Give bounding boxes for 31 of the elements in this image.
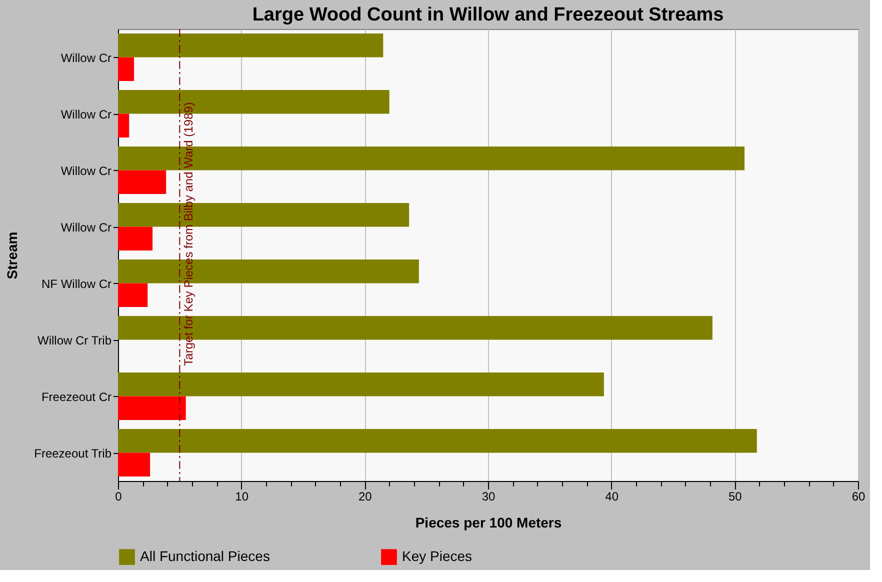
chart-title: Large Wood Count in Willow and Freezeout Streams — [252, 4, 724, 26]
y-tick-label: Freezeout Trib — [34, 446, 112, 460]
bar — [118, 429, 757, 453]
ref-line-label: Target for Key Pieces from Bilby and Ward (1989) — [182, 102, 196, 366]
x-tick-label: 50 — [728, 490, 742, 504]
bar — [118, 226, 153, 250]
bar — [118, 396, 186, 420]
y-axis-title: Stream — [4, 232, 20, 280]
y-tick-label: NF Willow Cr — [42, 276, 112, 291]
y-tick-label: Willow Cr — [60, 107, 112, 122]
y-tick-label: Willow Cr — [60, 164, 112, 178]
bar — [118, 114, 130, 138]
bar — [118, 452, 150, 476]
x-tick-label: 60 — [852, 490, 866, 504]
y-tick-label: Willow Cr — [60, 50, 112, 65]
legend-label: Key Pieces — [402, 548, 472, 564]
y-tick-label: Freezeout Cr — [41, 390, 112, 404]
legend-label: All Functional Pieces — [140, 548, 270, 564]
y-tick-label: Willow Cr Trib — [38, 333, 112, 348]
bar — [118, 34, 384, 58]
bar — [118, 170, 166, 194]
bar — [118, 372, 604, 396]
x-axis-title: Pieces per 100 Meters — [415, 514, 562, 530]
x-tick-label: 0 — [115, 490, 122, 504]
x-tick-label: 30 — [482, 490, 496, 504]
y-tick-label: Willow Cr — [60, 220, 112, 234]
x-tick-label: 10 — [235, 490, 249, 504]
x-tick-label: 40 — [605, 490, 619, 504]
x-tick-label: 20 — [358, 490, 372, 504]
bar — [118, 283, 148, 307]
bar — [118, 57, 134, 81]
